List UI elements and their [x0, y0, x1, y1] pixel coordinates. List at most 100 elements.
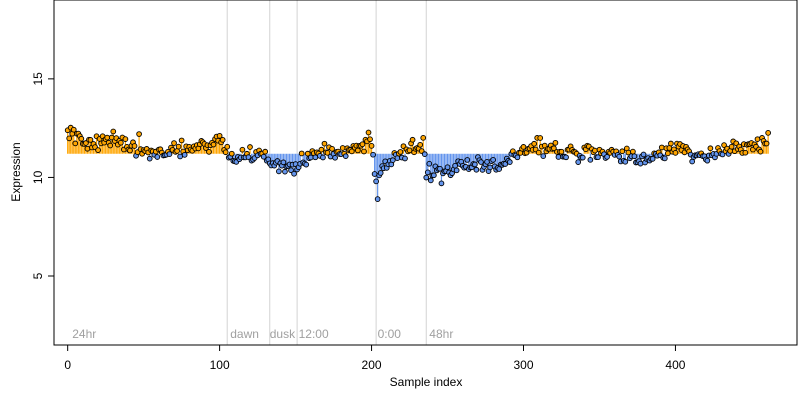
data-point	[178, 137, 185, 144]
data-point	[175, 143, 182, 150]
data-point	[664, 150, 671, 157]
data-point	[514, 154, 521, 161]
data-point	[154, 154, 161, 160]
x-axis: 0 100 200 300 400	[64, 344, 686, 372]
data-point	[107, 142, 114, 149]
data-point	[166, 151, 173, 157]
data-point	[66, 135, 73, 142]
data-point	[177, 153, 183, 160]
data-point	[453, 167, 460, 174]
data-point	[370, 151, 376, 158]
data-point	[368, 143, 375, 149]
data-point	[763, 140, 770, 147]
data-point	[359, 141, 366, 148]
data-point	[487, 164, 493, 171]
data-point	[136, 131, 142, 137]
data-point	[377, 170, 384, 176]
data-point	[423, 174, 430, 181]
phase-label: 12:00	[299, 327, 329, 341]
data-point	[320, 154, 326, 161]
y-tick-label: 15	[31, 72, 45, 86]
data-point	[431, 172, 437, 179]
data-point	[640, 151, 647, 158]
data-point	[298, 150, 305, 157]
x-axis-title: Sample index	[390, 375, 463, 389]
data-point	[540, 153, 547, 159]
data-point	[262, 148, 269, 155]
data-point	[537, 135, 544, 141]
data-point	[181, 152, 188, 158]
data-point	[260, 153, 267, 160]
data-point	[535, 149, 542, 156]
data-point	[757, 148, 764, 155]
data-point	[72, 140, 79, 147]
phase-label: 0:00	[378, 327, 402, 341]
data-point	[649, 155, 656, 162]
data-point	[78, 135, 85, 142]
data-point	[361, 148, 367, 155]
data-point	[374, 196, 381, 202]
data-point	[228, 150, 235, 157]
data-point	[389, 157, 396, 163]
data-point	[452, 162, 458, 169]
data-point	[661, 155, 668, 162]
baseline-stems	[67, 127, 769, 200]
data-point	[247, 144, 253, 150]
data-point	[707, 145, 714, 152]
data-point	[555, 154, 562, 160]
data-point	[604, 154, 610, 160]
data-point	[552, 139, 559, 146]
data-point	[291, 170, 297, 177]
data-point	[563, 154, 569, 161]
y-tick-label: 10	[31, 170, 45, 184]
phase-dividers	[226, 0, 427, 345]
data-point	[520, 144, 527, 150]
data-point	[490, 156, 496, 163]
data-point	[318, 146, 325, 153]
data-point	[595, 154, 601, 161]
data-point	[689, 158, 696, 165]
data-point	[616, 153, 623, 160]
data-point	[637, 160, 644, 167]
phase-label: 48hr	[429, 327, 453, 341]
data-point	[219, 136, 226, 143]
data-point	[427, 177, 434, 184]
data-point	[84, 145, 91, 152]
phase-label: dusk	[270, 327, 296, 341]
data-point	[558, 148, 565, 155]
data-point	[104, 134, 111, 141]
data-point	[444, 164, 451, 171]
data-point	[728, 143, 735, 150]
data-point	[303, 161, 310, 168]
data-point	[110, 128, 117, 135]
x-tick-label: 300	[513, 358, 533, 372]
data-point	[122, 136, 129, 142]
data-point	[765, 130, 771, 136]
data-point	[438, 180, 445, 187]
data-point	[95, 147, 101, 153]
data-point	[420, 134, 427, 141]
data-point	[437, 165, 443, 172]
data-point	[402, 155, 408, 162]
data-point	[373, 178, 379, 185]
data-point	[619, 148, 626, 155]
y-tick-label: 5	[31, 272, 45, 279]
data-point	[672, 150, 679, 156]
x-tick-label: 200	[362, 358, 382, 372]
data-point	[417, 141, 424, 148]
data-point	[704, 157, 711, 164]
data-point	[397, 149, 404, 155]
data-point	[342, 153, 349, 160]
data-point	[421, 151, 428, 158]
data-point	[371, 171, 378, 177]
data-point	[339, 145, 346, 151]
phase-label: 24hr	[72, 327, 96, 341]
data-point	[587, 156, 594, 163]
data-point	[742, 149, 749, 156]
data-point	[171, 140, 177, 146]
y-axis-title: Expression	[9, 142, 23, 201]
data-point	[355, 147, 361, 154]
data-point	[424, 169, 431, 176]
data-point	[506, 159, 513, 165]
